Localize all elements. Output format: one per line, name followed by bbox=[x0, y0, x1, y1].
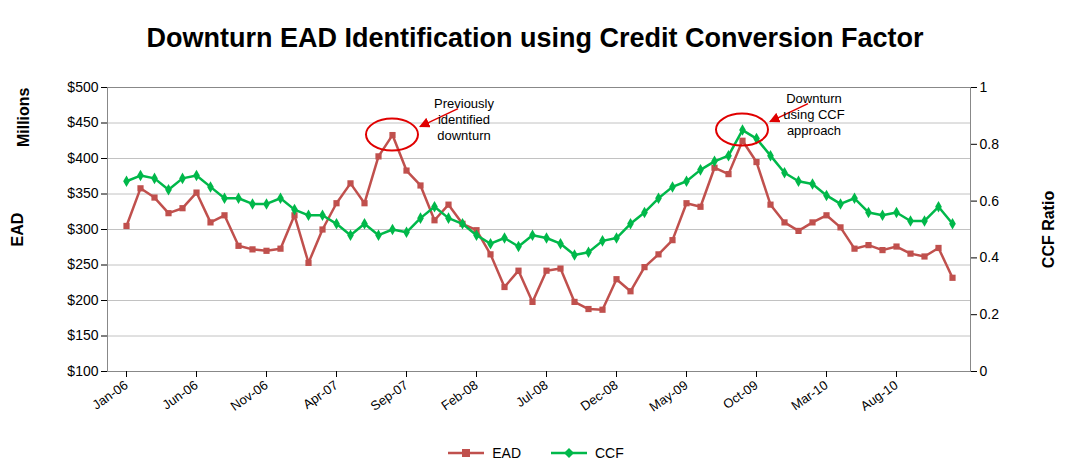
svg-text:Jan-06: Jan-06 bbox=[89, 377, 130, 412]
svg-text:$300: $300 bbox=[67, 221, 98, 237]
svg-text:$250: $250 bbox=[67, 256, 98, 272]
svg-text:Nov-06: Nov-06 bbox=[228, 377, 271, 413]
svg-text:Apr-07: Apr-07 bbox=[300, 377, 341, 412]
svg-text:$100: $100 bbox=[67, 363, 98, 379]
svg-text:Downturnusing CCFapproach: Downturnusing CCFapproach bbox=[783, 91, 844, 138]
svg-text:Mar-10: Mar-10 bbox=[788, 377, 830, 413]
svg-text:Oct-09: Oct-09 bbox=[720, 377, 761, 412]
html-text:EAD: EAD bbox=[492, 445, 521, 461]
svg-text:CCF Ratio: CCF Ratio bbox=[1040, 191, 1057, 269]
svg-text:May-09: May-09 bbox=[646, 377, 690, 414]
svg-text:0.8: 0.8 bbox=[980, 136, 1000, 152]
svg-text:Sep-07: Sep-07 bbox=[368, 377, 411, 413]
svg-text:$400: $400 bbox=[67, 150, 98, 166]
svg-text:Jul-08: Jul-08 bbox=[513, 377, 551, 410]
svg-text:EAD: EAD bbox=[9, 213, 26, 247]
svg-text:$200: $200 bbox=[67, 292, 98, 308]
html-text:Downturn EAD Identification us: Downturn EAD Identification using Credit… bbox=[146, 23, 924, 53]
svg-text:0: 0 bbox=[980, 363, 988, 379]
svg-text:0.2: 0.2 bbox=[980, 306, 1000, 322]
svg-text:$450: $450 bbox=[67, 114, 98, 130]
svg-text:Millions: Millions bbox=[15, 87, 32, 147]
svg-text:Feb-08: Feb-08 bbox=[438, 377, 480, 413]
svg-text:Aug-10: Aug-10 bbox=[858, 377, 901, 413]
svg-text:Previouslyidentifieddownturn: Previouslyidentifieddownturn bbox=[434, 96, 494, 143]
html-text:CCF: CCF bbox=[595, 445, 624, 461]
svg-text:$150: $150 bbox=[67, 327, 98, 343]
svg-text:0.6: 0.6 bbox=[980, 193, 1000, 209]
svg-text:$350: $350 bbox=[67, 185, 98, 201]
svg-text:Dec-08: Dec-08 bbox=[578, 377, 621, 413]
svg-text:0.4: 0.4 bbox=[980, 249, 1000, 265]
svg-text:Jun-06: Jun-06 bbox=[159, 377, 200, 412]
svg-text:1: 1 bbox=[980, 79, 988, 95]
svg-text:$500: $500 bbox=[67, 79, 98, 95]
